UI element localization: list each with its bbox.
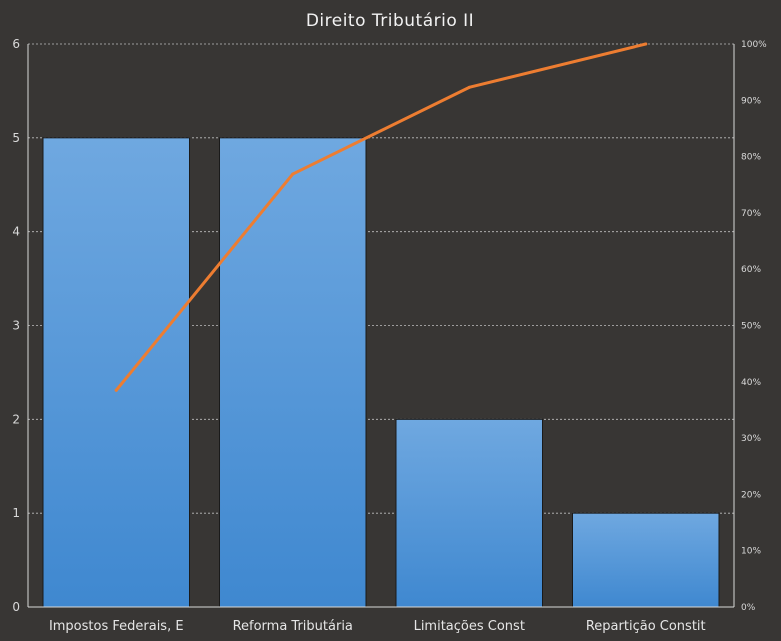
bar: [572, 512, 720, 608]
x-tick-label: Reforma Tributária: [233, 619, 353, 634]
x-tick-label: Repartição Constit: [586, 619, 706, 634]
y2-tick-label: 40%: [741, 378, 761, 388]
y-tick-label: 3: [12, 319, 20, 333]
y2-tick-label: 70%: [741, 209, 761, 219]
y-tick-label: 4: [12, 225, 20, 239]
bar: [219, 137, 367, 608]
line-point: [114, 388, 118, 392]
y2-tick-label: 30%: [741, 434, 761, 444]
y-tick-label: 5: [12, 131, 20, 145]
y2-tick-label: 90%: [741, 96, 761, 106]
line-point: [467, 85, 471, 89]
x-tick-label: Limitações Const: [414, 619, 525, 634]
line-point: [644, 42, 648, 46]
y2-tick-label: 100%: [741, 40, 767, 50]
y-tick-label: 1: [12, 506, 20, 520]
y2-tick-label: 50%: [741, 322, 761, 332]
y-tick-label: 2: [12, 412, 20, 426]
y2-tick-label: 20%: [741, 490, 761, 500]
y2-tick-label: 10%: [741, 547, 761, 557]
y2-tick-label: 60%: [741, 265, 761, 275]
cumulative-line: [114, 42, 648, 392]
y-tick-label: 0: [12, 600, 20, 614]
bar: [395, 418, 543, 608]
chart-title: Direito Tributário II: [306, 11, 474, 31]
line-point: [291, 172, 295, 176]
y-tick-label: 6: [12, 37, 20, 51]
y2-tick-label: 80%: [741, 153, 761, 163]
bar: [42, 137, 190, 608]
x-tick-label: Impostos Federais, E: [49, 619, 184, 634]
y2-tick-label: 0%: [741, 603, 756, 613]
